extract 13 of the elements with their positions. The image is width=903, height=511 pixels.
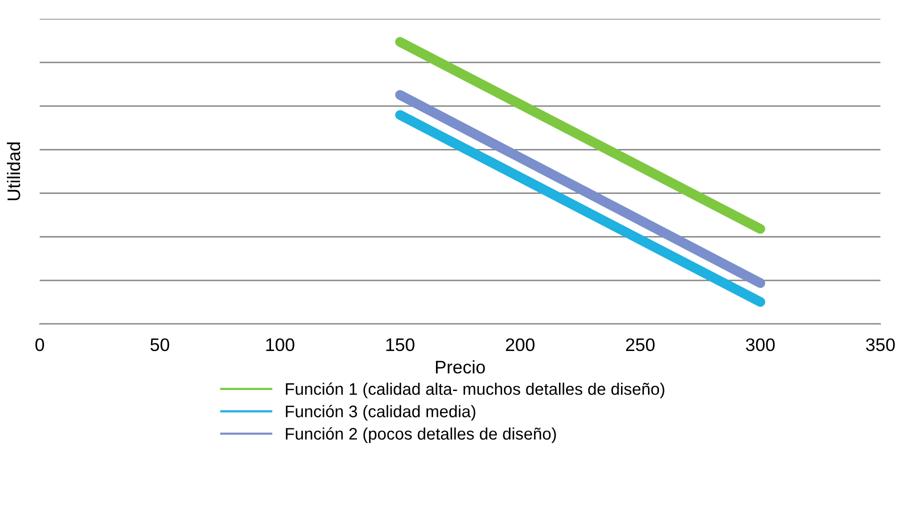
y-axis-title: Utilidad (6, 142, 20, 200)
x-tick-label: 300 (746, 338, 775, 352)
x-tick-label: 250 (626, 338, 655, 352)
x-tick-label: 150 (386, 338, 414, 352)
legend-label: Función 2 (pocos detalles de diseño) (286, 427, 556, 444)
x-tick-label: 350 (866, 338, 895, 352)
x-axis-title: Precio (436, 360, 485, 374)
x-tick-label: 200 (506, 338, 534, 352)
x-tick-label: 100 (266, 338, 294, 352)
legend-label: Función 3 (calidad media) (286, 404, 476, 421)
x-tick-label: 0 (35, 338, 44, 352)
legend-label: Función 1 (calidad alta- muchos detalles de diseño) (286, 382, 664, 398)
x-tick-label: 50 (150, 338, 170, 352)
